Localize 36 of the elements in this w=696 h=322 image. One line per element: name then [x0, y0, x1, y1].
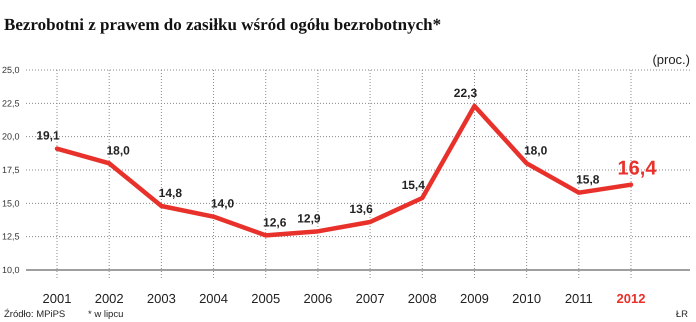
x-tick-label: 2007: [356, 291, 385, 306]
data-label: 12,6: [263, 215, 287, 230]
x-tick-label: 2001: [42, 291, 72, 306]
data-label: 15,4: [402, 178, 426, 192]
text: Źródło: MPiPS: [4, 308, 66, 320]
y-axis-title: (proc.): [652, 52, 690, 67]
x-tick-label: 2004: [199, 291, 228, 306]
x-tick-label: 2012: [616, 291, 646, 306]
x-tick-label: 2011: [564, 291, 593, 306]
text: ŁR: [676, 309, 688, 320]
data-label: 14,0: [210, 196, 235, 211]
x-tick-label: 2010: [512, 291, 542, 306]
text: * w lipcu: [88, 309, 124, 320]
data-label: 12,9: [297, 211, 321, 226]
data-label: 13,6: [349, 202, 374, 216]
y-tick-label: 17,5: [2, 165, 20, 175]
data-label: 22,3: [454, 86, 478, 100]
x-tick-label: 2002: [94, 291, 124, 306]
x-tick-label: 2006: [303, 291, 332, 306]
x-tick-label: 2005: [251, 291, 280, 306]
data-label: 14,8: [158, 186, 182, 200]
data-label: 16,4: [618, 158, 658, 180]
data-label: 18,0: [524, 143, 548, 158]
chart-title: Bezrobotni z prawem do zasiłku wśród ogółu bezrobotnych*: [4, 15, 442, 34]
x-tick-label: 2009: [460, 291, 489, 306]
x-tick-label: 2003: [146, 291, 176, 306]
y-tick-label: 20,0: [2, 132, 20, 142]
data-label: 18,0: [106, 143, 130, 158]
data-label: 15,8: [576, 172, 600, 187]
y-tick-label: 22,5: [2, 98, 20, 108]
x-tick-label: 2008: [408, 291, 437, 306]
data-label: 19,1: [36, 128, 60, 143]
y-tick-label: 10,0: [2, 265, 20, 275]
y-tick-label: 25,0: [2, 65, 20, 75]
y-tick-label: 12,5: [2, 232, 20, 242]
y-tick-label: 15,0: [2, 198, 20, 208]
